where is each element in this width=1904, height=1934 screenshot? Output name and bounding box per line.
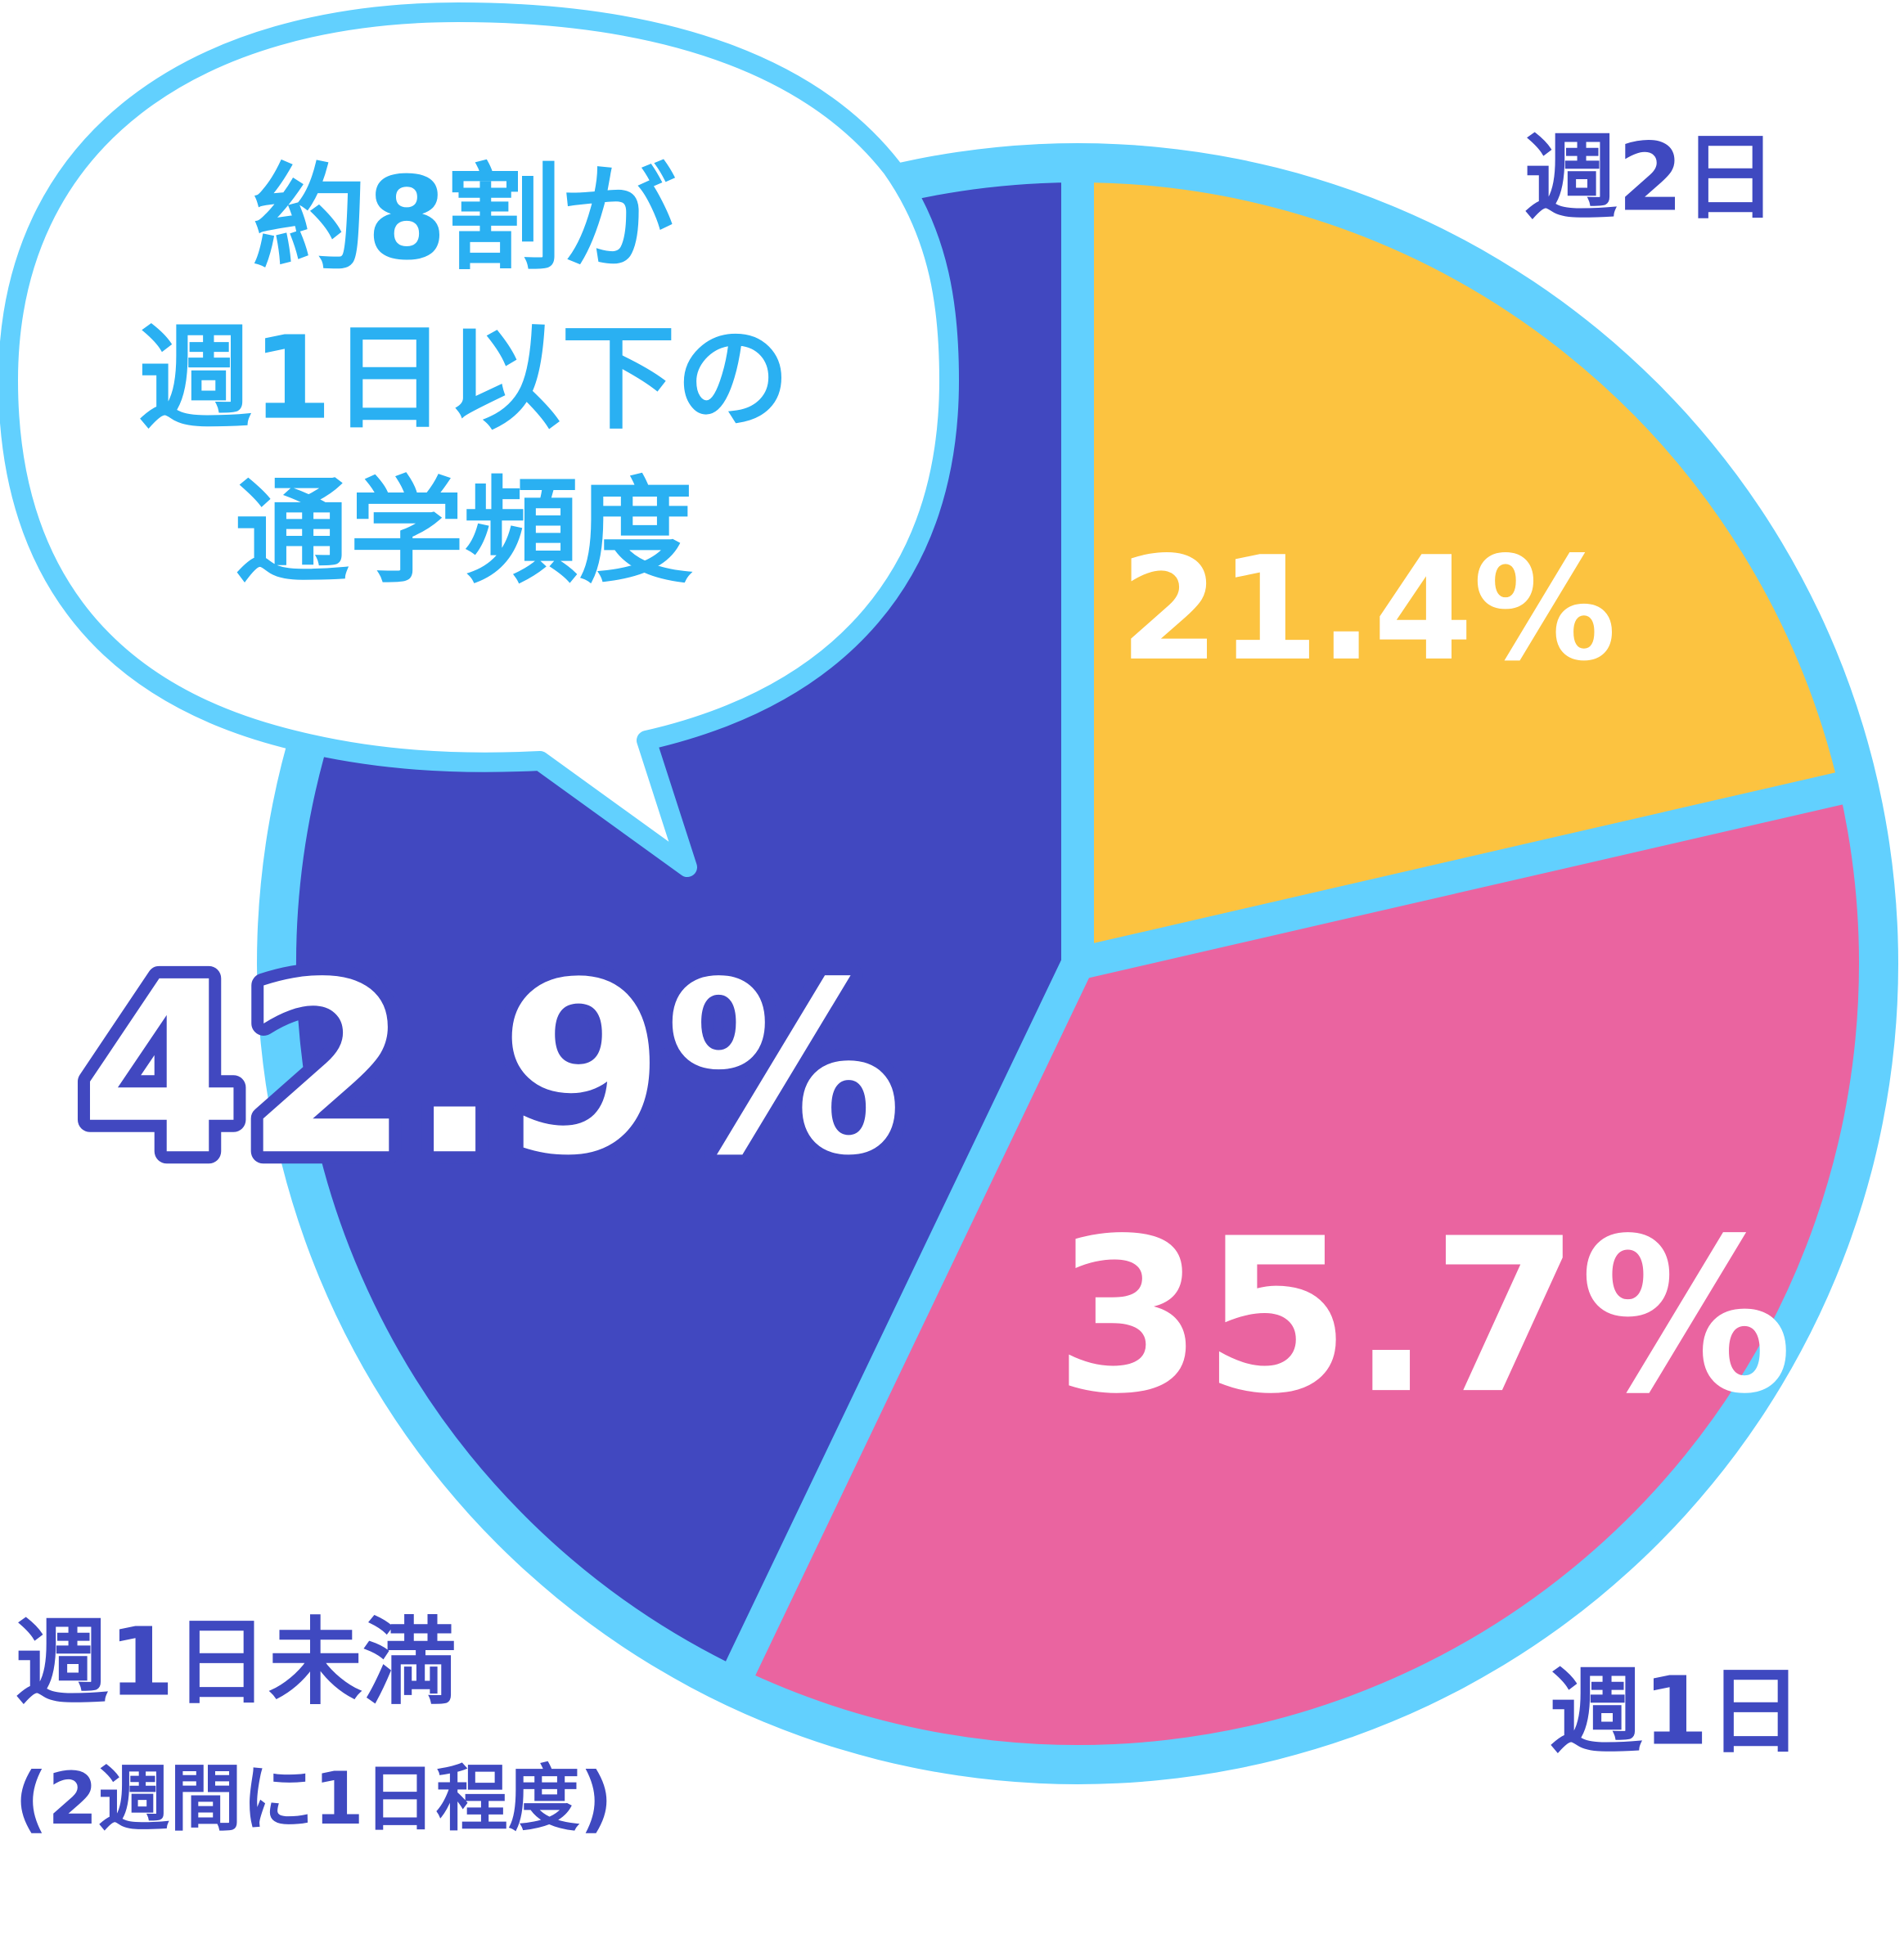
value-label: 42.9% bbox=[79, 932, 902, 1208]
callout-line: 週1日以下の bbox=[137, 313, 790, 446]
pie-slice bbox=[1061, 150, 1872, 980]
value-label: 35.7% bbox=[1055, 1194, 1793, 1441]
callout-line: 約8割が bbox=[252, 153, 675, 286]
bubble-shape bbox=[0, 2, 959, 877]
callout-line: 通学頻度 bbox=[235, 466, 693, 600]
category-label: 週1日未満 bbox=[15, 1608, 457, 1718]
category-label: 週2日 bbox=[1524, 124, 1777, 233]
value-label: 21.4% bbox=[1119, 527, 1616, 693]
category-label: 週1日 bbox=[1549, 1657, 1803, 1767]
category-annotation: (2週間に1日程度) bbox=[15, 1756, 613, 1841]
pie-slice bbox=[717, 768, 1892, 1778]
